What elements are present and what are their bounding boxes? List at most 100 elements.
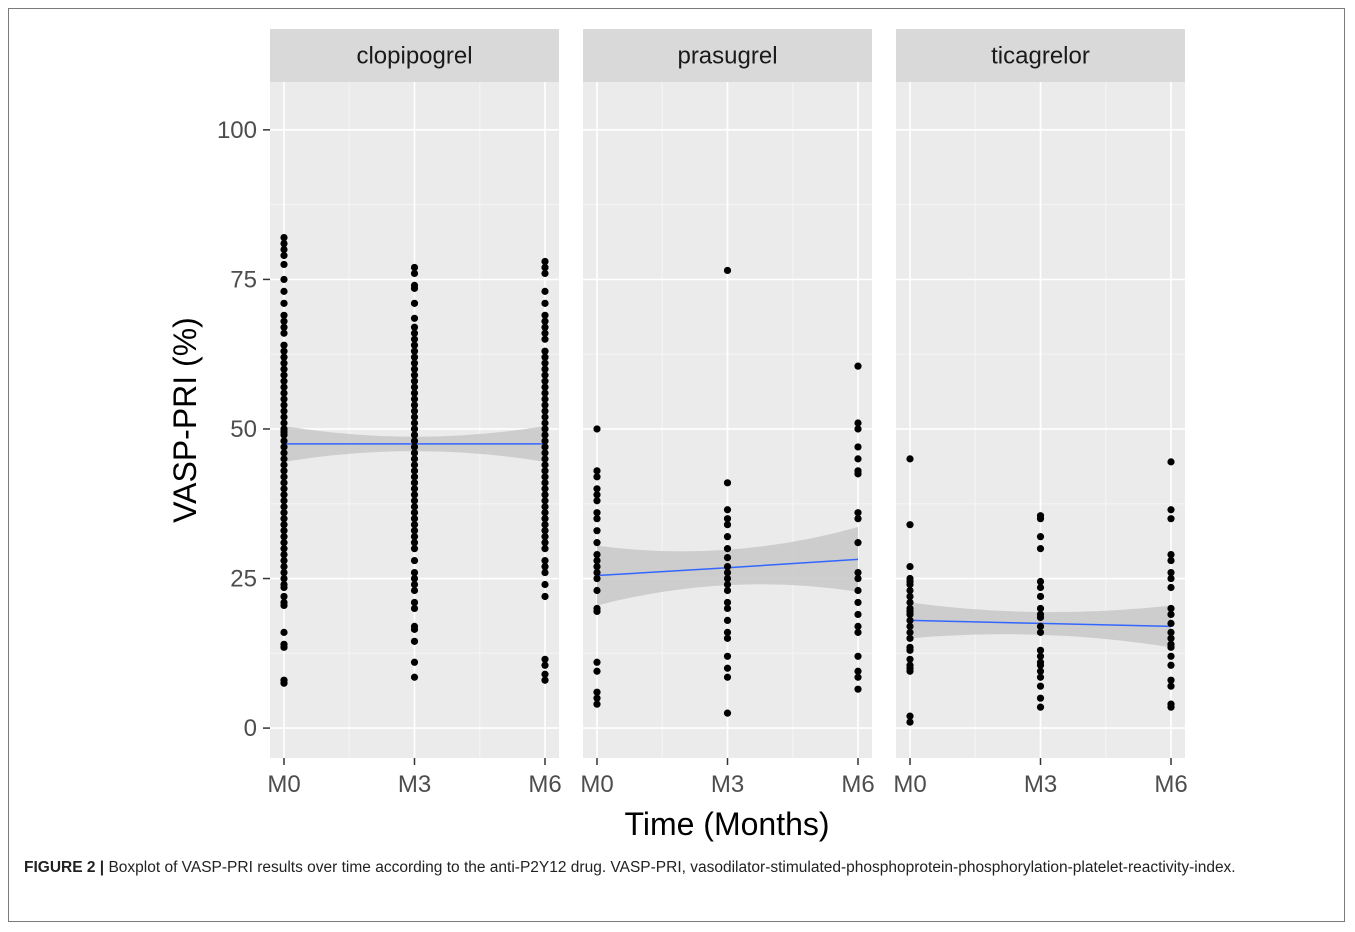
data-point [410, 533, 419, 541]
data-point [723, 673, 732, 681]
data-point [280, 233, 288, 242]
data-point [541, 556, 549, 565]
data-point [593, 586, 601, 595]
data-point [1167, 610, 1175, 619]
data-point [541, 413, 549, 421]
data-point [854, 574, 862, 583]
data-point [723, 709, 732, 717]
data-point [541, 329, 549, 337]
data-point [280, 260, 288, 269]
data-point [906, 634, 914, 642]
data-point [593, 515, 601, 523]
data-point [541, 455, 549, 463]
data-point [410, 443, 419, 451]
data-point [410, 263, 419, 272]
x-tick-label: M6 [841, 771, 874, 798]
data-point [1167, 682, 1175, 690]
strip-label-clopipogrel: clopipogrel [356, 43, 472, 70]
data-point [1036, 515, 1045, 523]
data-point [906, 592, 914, 601]
data-point [410, 625, 419, 633]
figure-frame [8, 8, 1345, 922]
data-point [854, 667, 862, 675]
data-point [1167, 574, 1175, 583]
data-point [541, 533, 549, 541]
data-point [280, 461, 288, 469]
data-point [593, 574, 601, 583]
data-point [280, 679, 288, 687]
data-point [541, 401, 549, 409]
data-point [280, 419, 288, 427]
x-tick-label: M3 [1024, 771, 1057, 798]
data-point [410, 503, 419, 511]
data-point [410, 604, 419, 613]
data-point [593, 509, 601, 517]
caption-label: FIGURE 2 | [24, 859, 105, 876]
data-point [280, 568, 288, 577]
data-point [410, 353, 419, 361]
data-point [280, 497, 288, 505]
strip-background [583, 29, 872, 82]
data-point [280, 539, 288, 547]
data-point [541, 655, 549, 663]
data-point [541, 479, 549, 487]
data-point [280, 431, 288, 439]
data-point [541, 503, 549, 511]
data-point [906, 646, 914, 654]
data-point [1036, 613, 1045, 622]
data-point [280, 389, 288, 397]
data-point [541, 419, 549, 427]
data-point [541, 353, 549, 361]
data-point [280, 317, 288, 325]
data-point [854, 425, 862, 433]
x-tick-label: M0 [893, 771, 926, 798]
data-point [280, 377, 288, 385]
data-point [410, 389, 419, 397]
data-point [541, 359, 549, 367]
data-point [280, 287, 288, 295]
data-point [541, 323, 549, 331]
data-point [906, 521, 914, 529]
data-point [410, 556, 419, 565]
data-point [410, 371, 419, 379]
data-point [854, 443, 862, 451]
data-point [410, 580, 419, 589]
data-point [854, 673, 862, 681]
data-point [906, 616, 914, 625]
data-point [723, 521, 732, 529]
data-point [1167, 643, 1175, 651]
data-point [541, 365, 549, 373]
data-point [541, 383, 549, 391]
data-point [280, 353, 288, 361]
strip-label-ticagrelor: ticagrelor [991, 43, 1090, 70]
data-point [1167, 652, 1175, 660]
data-point [723, 506, 732, 514]
data-point [541, 257, 549, 266]
data-point [410, 473, 419, 481]
data-point [410, 598, 419, 607]
data-point [280, 491, 288, 499]
data-point [410, 425, 419, 433]
data-point [280, 407, 288, 415]
x-tick-label: M0 [267, 771, 300, 798]
data-point [410, 329, 419, 337]
data-point [410, 365, 419, 373]
data-point [280, 347, 288, 355]
data-point [1036, 622, 1045, 630]
data-point [410, 347, 419, 355]
data-point [593, 556, 601, 565]
data-point [1167, 551, 1175, 559]
data-point [854, 652, 862, 660]
data-point [280, 628, 288, 636]
data-point [541, 317, 549, 325]
data-point [410, 521, 419, 529]
caption-text: Boxplot of VASP-PRI results over time ac… [104, 859, 1236, 876]
data-point [280, 239, 288, 248]
data-point [1167, 568, 1175, 577]
data-point [410, 491, 419, 499]
data-point [280, 341, 288, 349]
data-point [280, 467, 288, 475]
data-point [1167, 506, 1175, 514]
data-point [410, 407, 419, 415]
data-point [410, 467, 419, 475]
